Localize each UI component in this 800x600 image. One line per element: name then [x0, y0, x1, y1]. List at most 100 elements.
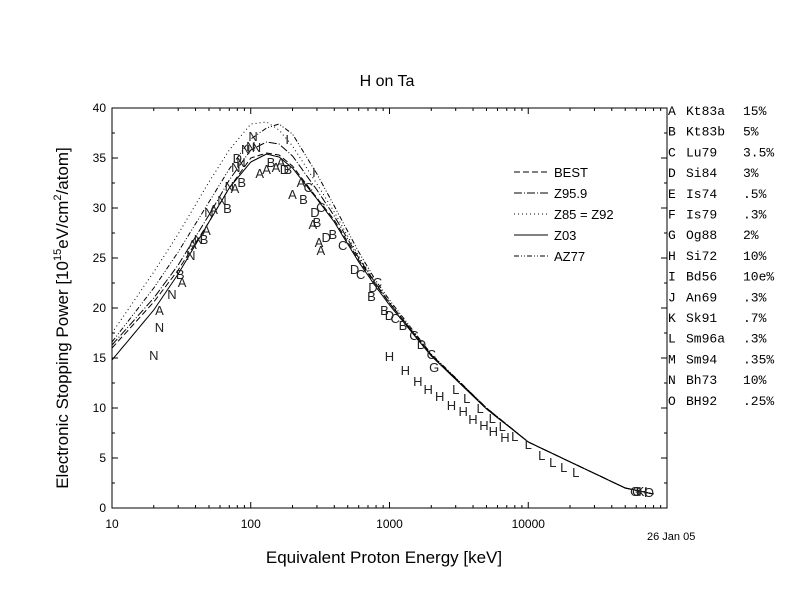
ref-name-O: BH92: [686, 394, 717, 409]
data-point-I: I: [312, 165, 316, 180]
ref-name-J: An69: [686, 290, 717, 305]
ref-letter-B: B: [668, 125, 676, 140]
data-point-N: N: [231, 160, 240, 175]
y-tick-label: 10: [93, 401, 107, 415]
ref-error-F: .3%: [743, 208, 767, 223]
ref-name-A: Kt83a: [686, 104, 725, 119]
date-stamp: 26 Jan 05: [647, 531, 696, 543]
data-point-L: L: [560, 460, 567, 475]
data-point-C: C: [356, 267, 365, 282]
ref-name-L: Sm96a: [686, 332, 725, 347]
series-line-4: [111, 123, 654, 495]
data-point-N: N: [241, 142, 250, 157]
ref-error-K: .7%: [743, 311, 767, 326]
data-point-K: K: [636, 484, 645, 499]
data-point-A: A: [155, 303, 164, 318]
ref-error-B: 5%: [743, 125, 759, 140]
y-tick-label: 5: [99, 451, 106, 465]
data-point-H: H: [479, 418, 488, 433]
data-point-C: C: [409, 328, 418, 343]
data-point-H: H: [413, 374, 422, 389]
data-point-B: B: [283, 162, 292, 177]
ref-letter-G: G: [668, 228, 676, 243]
data-point-C: C: [304, 180, 313, 195]
ref-error-N: 10%: [743, 373, 767, 388]
x-axis-label: Equivalent Proton Energy [keV]: [266, 548, 502, 567]
data-point-H: H: [638, 484, 647, 499]
legend-label-2: Z85 = Z92: [554, 207, 614, 222]
data-point-N: N: [248, 129, 257, 144]
y-tick-label: 0: [99, 501, 106, 515]
ref-error-D: 3%: [743, 166, 759, 181]
series-line-3: [111, 153, 654, 495]
data-point-A: A: [288, 187, 297, 202]
ref-name-E: Is74: [686, 187, 717, 202]
data-point-H: H: [424, 382, 433, 397]
ref-error-J: .3%: [743, 290, 767, 305]
data-point-A: A: [202, 223, 211, 238]
ref-name-K: Sk91: [686, 311, 717, 326]
ref-letter-N: N: [668, 373, 676, 388]
data-point-H: H: [500, 430, 509, 445]
data-point-B: B: [367, 289, 376, 304]
data-point-A: A: [272, 160, 281, 175]
data-point-B: B: [313, 215, 322, 230]
data-point-B: B: [237, 175, 246, 190]
data-point-A: A: [262, 162, 271, 177]
ref-letter-L: L: [668, 332, 676, 347]
data-point-N: N: [194, 232, 203, 247]
ref-name-G: Og88: [686, 228, 717, 243]
x-tick-label: 1000: [376, 517, 403, 531]
ref-letter-K: K: [668, 311, 676, 326]
data-point-H: H: [447, 398, 456, 413]
series-curves: [111, 121, 654, 495]
legend-label-4: AZ77: [554, 249, 585, 264]
ref-error-H: 10%: [743, 249, 767, 264]
data-point-H: H: [468, 412, 477, 427]
data-point-C: C: [316, 200, 325, 215]
ref-error-I: 10e%: [743, 270, 774, 285]
ref-letter-H: H: [668, 249, 676, 264]
ref-name-N: Bh73: [686, 373, 717, 388]
x-tick-label: 10000: [512, 517, 546, 531]
ref-name-B: Kt83b: [686, 125, 725, 140]
data-point-L: L: [525, 437, 532, 452]
data-point-A: A: [255, 166, 264, 181]
ref-letter-J: J: [668, 290, 676, 305]
ref-letter-C: C: [668, 145, 676, 160]
data-point-H: H: [401, 363, 410, 378]
x-tick-label: 10: [105, 517, 119, 531]
y-tick-label: 20: [93, 301, 107, 315]
data-point-G: G: [630, 484, 640, 499]
ref-letter-A: A: [668, 104, 676, 119]
data-point-D: D: [417, 337, 426, 352]
y-tick-label: 25: [93, 251, 107, 265]
data-point-N: N: [252, 140, 261, 155]
ref-name-I: Bd56: [686, 270, 717, 285]
ref-error-C: 3.5%: [743, 145, 774, 160]
ref-name-D: Si84: [686, 166, 717, 181]
ref-letter-F: F: [668, 208, 676, 223]
data-point-H: H: [385, 349, 394, 364]
series-legend: BEST Z95.9 Z85 = Z92 Z03 AZ77: [514, 165, 614, 264]
series-line-0: [111, 152, 654, 495]
data-point-N: N: [236, 155, 245, 170]
data-point-B: B: [200, 232, 209, 247]
ref-letter-O: O: [668, 394, 676, 409]
y-axis-label: Electronic Stopping Power [1015eV/cm2/at…: [52, 147, 72, 489]
y-tick-label: 35: [93, 151, 107, 165]
series-line-2: [111, 121, 654, 495]
ref-name-C: Lu79: [686, 145, 717, 160]
data-point-A: A: [231, 181, 240, 196]
data-point-B: B: [176, 267, 185, 282]
data-point-H: H: [489, 424, 498, 439]
ref-name-M: Sm94: [686, 352, 717, 367]
data-point-B: B: [380, 303, 389, 318]
data-point-L: L: [572, 465, 579, 480]
data-point-C: C: [373, 275, 382, 290]
ref-error-L: .3%: [743, 332, 767, 347]
legend-label-1: Z95.9: [554, 186, 587, 201]
data-point-N: N: [155, 320, 164, 335]
data-point-C: C: [391, 311, 400, 326]
data-point-H: H: [435, 389, 444, 404]
